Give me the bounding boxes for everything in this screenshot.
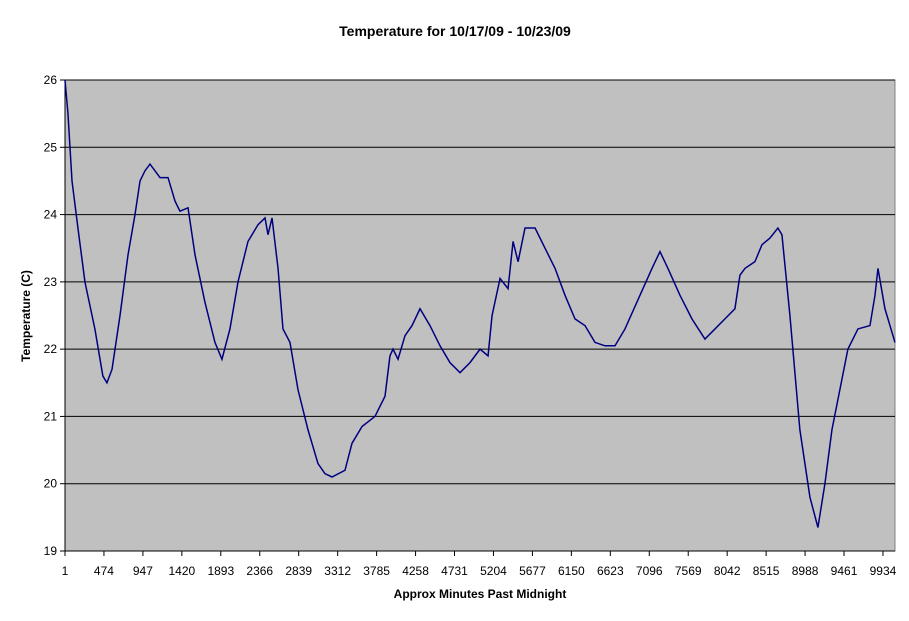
x-tick-label: 9934 bbox=[870, 564, 897, 578]
y-axis-label: Temperature (C) bbox=[19, 270, 33, 362]
x-tick-label: 3785 bbox=[363, 564, 390, 578]
data-line bbox=[64, 79, 896, 528]
x-tick-label: 947 bbox=[133, 564, 153, 578]
plot-area bbox=[64, 79, 896, 552]
x-tick-label: 6623 bbox=[597, 564, 624, 578]
x-tick-label: 2839 bbox=[285, 564, 312, 578]
x-tick-label: 5204 bbox=[480, 564, 507, 578]
y-tick-label: 19 bbox=[44, 544, 58, 558]
x-tick-label: 9461 bbox=[831, 564, 858, 578]
y-tick-label: 21 bbox=[44, 409, 58, 423]
y-tick-label: 24 bbox=[44, 208, 58, 222]
x-tick-label: 2366 bbox=[246, 564, 273, 578]
y-tick-label: 23 bbox=[44, 275, 58, 289]
x-tick-label: 6150 bbox=[558, 564, 585, 578]
x-axis-label: Approx Minutes Past Midnight bbox=[394, 587, 567, 601]
x-tick-label: 8988 bbox=[792, 564, 819, 578]
chart-title: Temperature for 10/17/09 - 10/23/09 bbox=[339, 23, 571, 39]
x-tick-label: 5677 bbox=[519, 564, 546, 578]
y-tick-label: 22 bbox=[44, 342, 58, 356]
x-tick-label: 1 bbox=[62, 564, 69, 578]
x-tick-label: 474 bbox=[94, 564, 114, 578]
x-tick-label: 3312 bbox=[324, 564, 351, 578]
x-tick-label: 8042 bbox=[714, 564, 741, 578]
x-tick-label: 4731 bbox=[441, 564, 468, 578]
y-tick-label: 20 bbox=[44, 477, 58, 491]
x-tick-label: 1893 bbox=[207, 564, 234, 578]
x-tick-label: 4258 bbox=[402, 564, 429, 578]
y-tick-label: 25 bbox=[44, 140, 58, 154]
y-tick-label: 26 bbox=[44, 73, 58, 87]
x-tick-label: 7569 bbox=[675, 564, 702, 578]
x-tick-label: 1420 bbox=[169, 564, 196, 578]
x-tick-label: 8515 bbox=[753, 564, 780, 578]
x-tick-label: 7096 bbox=[636, 564, 663, 578]
